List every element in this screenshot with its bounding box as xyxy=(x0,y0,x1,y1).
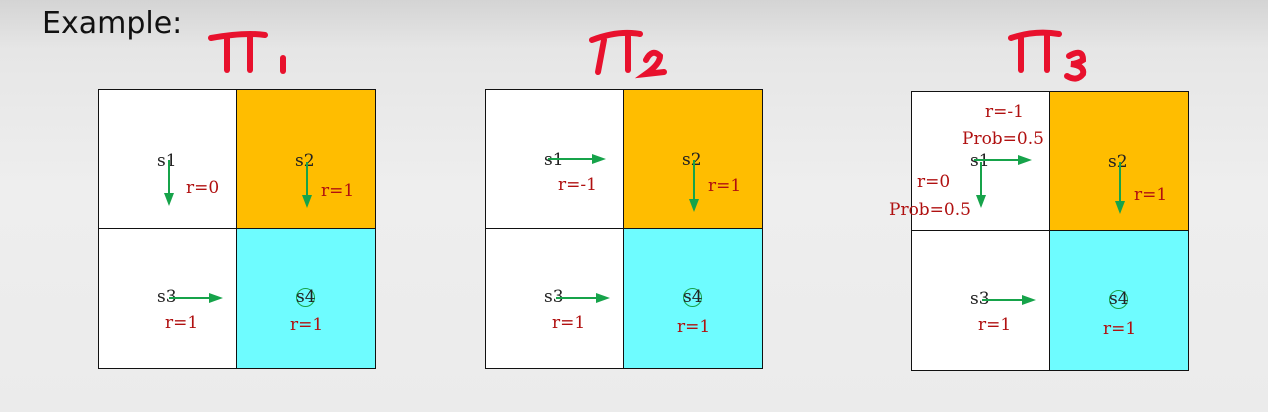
reward-label-s1: r=-1 xyxy=(558,175,597,195)
prob-label-s1-down: Prob=0.5 xyxy=(889,200,971,220)
arrow-right-icon xyxy=(548,154,606,164)
cell-s4: s4 r=1 xyxy=(237,229,375,368)
state-label-s4: s4 xyxy=(683,287,703,307)
state-label-s1: s1 xyxy=(157,151,177,171)
goal-circle-icon xyxy=(296,288,315,307)
state-label-s3: s3 xyxy=(544,287,564,307)
arrow-right-icon xyxy=(169,293,223,303)
cell-s1: r=-1 Prob=0.5 s1 r=0 xyxy=(912,92,1050,231)
state-label-s2: s2 xyxy=(1108,152,1128,172)
reward-label-s4: r=1 xyxy=(677,317,711,337)
state-label-s3: s3 xyxy=(970,289,990,309)
cell-s4: s4 r=1 xyxy=(1050,231,1188,370)
arrow-right-icon xyxy=(556,293,610,303)
policy-1-grid: s1 r=0 s2 r=1 s3 r=1 s4 r=1 xyxy=(98,89,376,369)
state-label-s3: s3 xyxy=(157,287,177,307)
prob-label-s1-right: Prob=0.5 xyxy=(962,129,1044,149)
pi-3-annotation xyxy=(1008,29,1087,82)
reward-label-s4: r=1 xyxy=(290,315,324,335)
reward-label-s2: r=1 xyxy=(1134,185,1168,205)
cell-s3: s3 r=1 xyxy=(912,231,1050,370)
reward-label-s3: r=1 xyxy=(978,315,1012,335)
arrow-down-icon xyxy=(1115,162,1125,214)
reward-label-s3: r=1 xyxy=(165,313,199,333)
reward-label-s4: r=1 xyxy=(1103,319,1137,339)
arrow-down-icon xyxy=(164,160,174,206)
arrow-right-icon xyxy=(982,295,1036,305)
cell-s1: s1 r=0 xyxy=(99,90,237,229)
arrow-down-icon xyxy=(302,162,312,208)
reward-label-s2: r=1 xyxy=(321,181,355,201)
arrow-down-icon xyxy=(689,160,699,212)
state-label-s4: s4 xyxy=(1109,289,1129,309)
goal-circle-icon xyxy=(1109,290,1128,309)
arrow-down-icon xyxy=(976,162,986,208)
pi-2-annotation xyxy=(589,29,667,79)
reward-label-s1: r=0 xyxy=(186,178,220,198)
cell-s3: s3 r=1 xyxy=(486,229,624,368)
cell-s2: s2 r=1 xyxy=(624,90,762,229)
cell-s2: s2 r=1 xyxy=(1050,92,1188,231)
policy-2-grid: s1 r=-1 s2 r=1 s3 r=1 s4 r=1 xyxy=(485,89,763,369)
arrow-right-icon xyxy=(974,155,1032,165)
reward-label-s2: r=1 xyxy=(708,176,742,196)
goal-circle-icon xyxy=(683,288,702,307)
cell-s2: s2 r=1 xyxy=(237,90,375,229)
state-label-s2: s2 xyxy=(682,150,702,170)
cell-s1: s1 r=-1 xyxy=(486,90,624,229)
reward-label-s1-right: r=-1 xyxy=(985,102,1024,122)
cell-s4: s4 r=1 xyxy=(624,229,762,368)
reward-label-s1-down: r=0 xyxy=(917,172,951,192)
policy-3-grid: r=-1 Prob=0.5 s1 r=0 s2 r=1 s3 r=1 s4 r=… xyxy=(911,91,1189,371)
state-label-s4: s4 xyxy=(296,287,316,307)
example-heading: Example: xyxy=(42,6,183,41)
reward-label-s3: r=1 xyxy=(552,313,586,333)
pi-1-annotation xyxy=(208,31,286,74)
cell-s3: s3 r=1 xyxy=(99,229,237,368)
state-label-s2: s2 xyxy=(295,151,315,171)
